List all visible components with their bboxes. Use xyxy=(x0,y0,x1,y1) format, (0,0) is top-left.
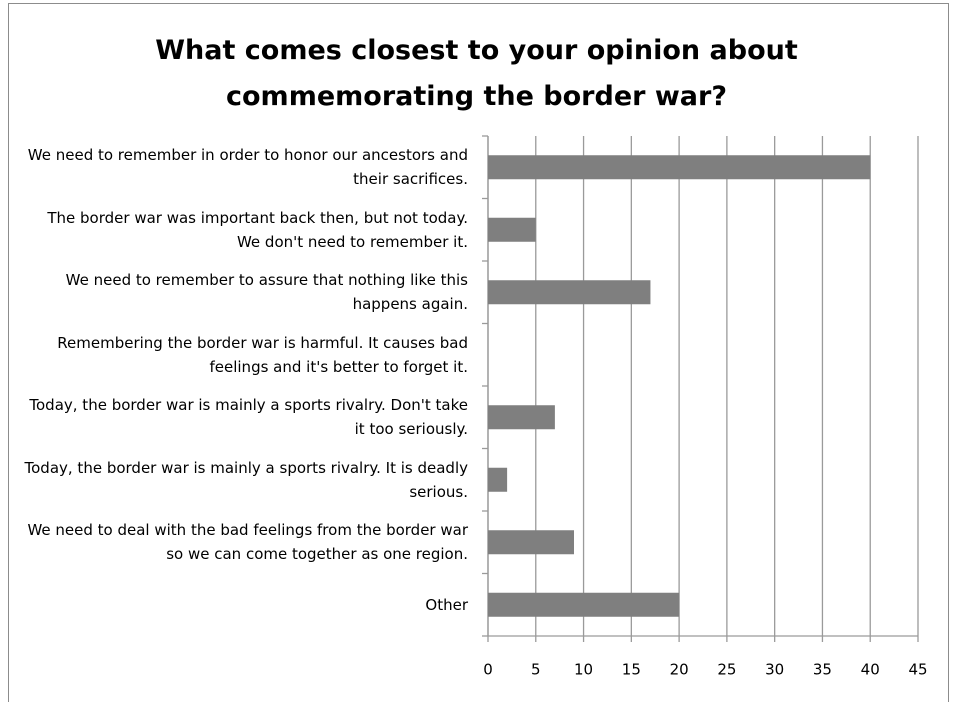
y-tick-label: We need to remember in order to honor ou… xyxy=(27,146,468,189)
y-tick-label: Other xyxy=(425,595,468,614)
x-tick-label: 45 xyxy=(908,661,927,679)
y-tick-label: Remembering the border war is harmful. I… xyxy=(57,333,468,376)
y-tick-label: The border war was important back then, … xyxy=(47,208,468,251)
x-tick-label: 35 xyxy=(813,661,832,679)
x-tick-label: 25 xyxy=(717,661,736,679)
bar xyxy=(488,217,536,242)
bar xyxy=(488,280,651,305)
x-tick-label: 20 xyxy=(670,661,689,679)
y-tick-label: Today, the border war is mainly a sports… xyxy=(24,458,468,501)
x-tick-label: 40 xyxy=(861,661,880,679)
y-tick-label: We need to remember to assure that nothi… xyxy=(65,271,468,314)
y-tick-label: Today, the border war is mainly a sports… xyxy=(29,396,468,439)
bar xyxy=(488,405,555,430)
bar xyxy=(488,530,574,555)
x-tick-label: 0 xyxy=(483,661,493,679)
bar xyxy=(488,467,508,492)
bar xyxy=(488,155,871,180)
x-tick-label: 30 xyxy=(765,661,784,679)
x-tick-label: 15 xyxy=(622,661,641,679)
chart-title: What comes closest to your opinion about… xyxy=(155,35,798,112)
x-tick-label: 5 xyxy=(531,661,541,679)
y-tick-label: We need to deal with the bad feelings fr… xyxy=(27,521,468,564)
bar xyxy=(488,592,680,617)
chart-frame xyxy=(8,3,949,702)
x-tick-label: 10 xyxy=(574,661,593,679)
